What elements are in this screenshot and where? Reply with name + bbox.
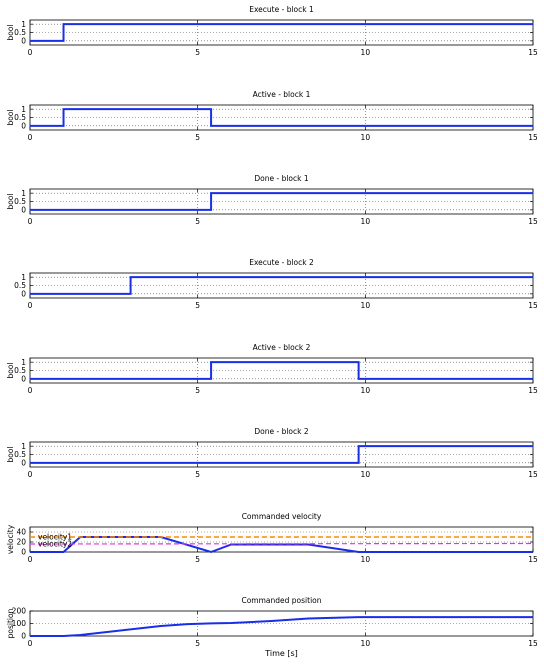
y-tick-label: 0.5 bbox=[14, 281, 26, 290]
series-line bbox=[30, 192, 533, 211]
y-axis-label: position bbox=[6, 608, 15, 638]
y-tick-label: 1 bbox=[21, 105, 26, 114]
x-tick-label: 15 bbox=[528, 48, 538, 57]
x-tick-label: 0 bbox=[28, 133, 33, 142]
x-tick-label: 5 bbox=[195, 639, 200, 648]
y-tick-label: 0.5 bbox=[14, 197, 26, 206]
velocity2-label: velocity2 bbox=[38, 540, 72, 549]
series-line bbox=[30, 616, 533, 637]
x-tick-label: 15 bbox=[528, 133, 538, 142]
y-axis-label: bool bbox=[6, 109, 15, 125]
subplot-title: Active - block 2 bbox=[253, 343, 311, 352]
x-tick-label: 0 bbox=[28, 470, 33, 479]
subplot-title: Execute - block 2 bbox=[249, 258, 314, 267]
velocity2-line bbox=[29, 542, 534, 545]
velocity1-label: velocity1 bbox=[38, 533, 72, 542]
y-tick-label: 0.5 bbox=[14, 366, 26, 375]
x-tick-label: 5 bbox=[195, 386, 200, 395]
x-tick-label: 10 bbox=[361, 48, 371, 57]
y-tick-label: 1 bbox=[21, 189, 26, 198]
y-tick-label: 40 bbox=[16, 528, 26, 537]
y-tick-label: 0 bbox=[21, 37, 26, 46]
y-tick-label: 0.5 bbox=[14, 28, 26, 37]
x-tick-label: 0 bbox=[28, 301, 33, 310]
x-tick-label: 10 bbox=[361, 386, 371, 395]
y-tick-label: 0 bbox=[21, 459, 26, 468]
series-line bbox=[30, 536, 533, 554]
x-tick-label: 10 bbox=[361, 133, 371, 142]
subplot-title: Done - block 1 bbox=[254, 174, 308, 183]
x-tick-label: 5 bbox=[195, 555, 200, 564]
y-tick-label: 1 bbox=[21, 20, 26, 29]
series-line bbox=[30, 23, 533, 42]
y-tick-label: 1 bbox=[21, 273, 26, 282]
x-tick-label: 15 bbox=[528, 301, 538, 310]
x-tick-label: 10 bbox=[361, 301, 371, 310]
y-tick-label: 200 bbox=[12, 607, 27, 616]
y-axis-label: bool bbox=[6, 24, 15, 40]
x-tick-label: 15 bbox=[528, 639, 538, 648]
x-tick-label: 10 bbox=[361, 555, 371, 564]
y-tick-label: 0 bbox=[21, 122, 26, 131]
subplot-title: Commanded velocity bbox=[242, 512, 322, 521]
x-tick-label: 15 bbox=[528, 386, 538, 395]
x-tick-label: 5 bbox=[195, 48, 200, 57]
series-line bbox=[30, 108, 533, 127]
x-tick-label: 15 bbox=[528, 470, 538, 479]
x-tick-label: 10 bbox=[361, 639, 371, 648]
y-tick-label: 0 bbox=[21, 632, 26, 641]
y-tick-label: 0.5 bbox=[14, 113, 26, 122]
subplot-8: 0 5 10 15 0 100 200 Commanded position position T… bbox=[6, 596, 538, 658]
y-tick-label: 0 bbox=[21, 206, 26, 215]
y-axis-label: velocity bbox=[6, 524, 15, 554]
series-line bbox=[30, 445, 533, 464]
x-tick-label: 0 bbox=[28, 639, 33, 648]
x-tick-label: 10 bbox=[361, 217, 371, 226]
y-tick-label: 100 bbox=[12, 619, 27, 628]
x-tick-label: 5 bbox=[195, 470, 200, 479]
y-tick-label: 0.5 bbox=[14, 450, 26, 459]
x-axis-label: Time [s] bbox=[264, 649, 298, 658]
x-tick-label: 5 bbox=[195, 133, 200, 142]
series-line bbox=[30, 361, 533, 380]
subplot-title: Execute - block 1 bbox=[249, 5, 314, 14]
series-line bbox=[30, 276, 533, 295]
subplot-title: Done - block 2 bbox=[254, 427, 308, 436]
axes-frame bbox=[29, 526, 534, 553]
y-axis-label: bool bbox=[6, 446, 15, 462]
y-axis-label: bool bbox=[6, 362, 15, 378]
x-tick-label: 15 bbox=[528, 555, 538, 564]
y-axis-label: bool bbox=[6, 193, 15, 209]
y-tick-label: 20 bbox=[16, 538, 26, 547]
y-tick-label: 1 bbox=[21, 358, 26, 367]
y-tick-label: 0 bbox=[21, 375, 26, 384]
x-tick-label: 10 bbox=[361, 470, 371, 479]
x-tick-label: 5 bbox=[195, 217, 200, 226]
x-tick-label: 0 bbox=[28, 217, 33, 226]
x-tick-label: 0 bbox=[28, 386, 33, 395]
x-tick-label: 5 bbox=[195, 301, 200, 310]
subplot-title: Active - block 1 bbox=[253, 90, 311, 99]
x-tick-label: 0 bbox=[28, 48, 33, 57]
subplot-title: Commanded position bbox=[241, 596, 321, 605]
y-tick-label: 1 bbox=[21, 442, 26, 451]
x-tick-label: 0 bbox=[28, 555, 33, 564]
y-tick-label: 0 bbox=[21, 548, 26, 557]
x-tick-label: 15 bbox=[528, 217, 538, 226]
y-tick-label: 0 bbox=[21, 290, 26, 299]
